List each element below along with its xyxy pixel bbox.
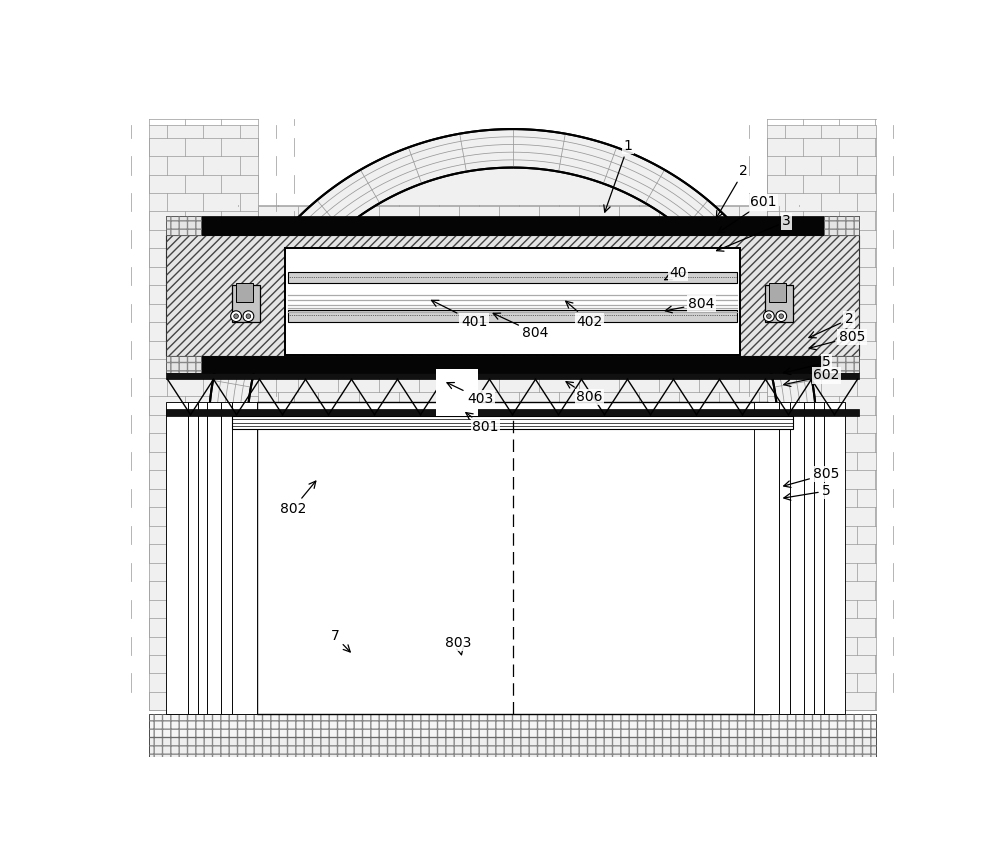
Bar — [824, 216, 859, 236]
Bar — [149, 125, 258, 711]
Bar — [824, 357, 859, 373]
Circle shape — [231, 311, 241, 322]
Text: 401: 401 — [432, 300, 487, 328]
Bar — [232, 402, 257, 714]
Bar — [285, 248, 740, 355]
Bar — [288, 271, 737, 283]
Bar — [765, 284, 793, 322]
Bar — [166, 373, 859, 380]
Bar — [166, 402, 188, 714]
Bar — [824, 216, 859, 236]
Bar — [149, 737, 876, 757]
Text: 805: 805 — [784, 467, 840, 488]
Text: 402: 402 — [566, 301, 603, 328]
Text: 602: 602 — [784, 368, 840, 386]
Bar — [258, 206, 767, 433]
Bar — [166, 357, 201, 373]
Text: 801: 801 — [466, 413, 499, 434]
Bar — [285, 248, 740, 355]
Text: 804: 804 — [665, 297, 714, 313]
Text: 2: 2 — [716, 164, 748, 218]
Text: 805: 805 — [809, 330, 865, 350]
Bar — [166, 357, 201, 373]
Bar — [767, 125, 876, 711]
Text: 40: 40 — [665, 266, 687, 280]
Circle shape — [767, 314, 771, 318]
Bar — [221, 402, 232, 714]
Bar — [288, 310, 737, 322]
Text: 803: 803 — [445, 636, 472, 654]
Bar — [232, 415, 793, 430]
Bar — [804, 402, 814, 714]
Text: 403: 403 — [447, 383, 493, 406]
Text: 7: 7 — [331, 630, 350, 652]
Circle shape — [246, 314, 251, 318]
Text: 2: 2 — [809, 312, 853, 338]
Bar — [166, 236, 859, 357]
Text: 1: 1 — [604, 139, 632, 212]
Bar — [149, 714, 876, 737]
Circle shape — [776, 311, 787, 322]
Text: 806: 806 — [566, 381, 603, 404]
Bar — [779, 402, 790, 714]
Bar — [824, 357, 859, 373]
Bar — [257, 402, 768, 714]
Bar — [207, 402, 221, 714]
Text: 601: 601 — [718, 195, 777, 233]
Text: 802: 802 — [280, 481, 316, 516]
Bar — [149, 737, 876, 757]
Bar — [149, 714, 876, 737]
Bar — [166, 236, 859, 357]
Bar — [166, 357, 859, 373]
Bar — [790, 402, 804, 714]
Text: 5: 5 — [784, 356, 831, 374]
Bar — [236, 283, 253, 302]
Bar — [166, 216, 201, 236]
Circle shape — [779, 314, 784, 318]
Text: 804: 804 — [493, 313, 549, 340]
Bar — [198, 402, 207, 714]
Text: 5: 5 — [784, 484, 831, 500]
Bar — [754, 402, 779, 714]
Bar — [232, 284, 260, 322]
Bar — [436, 369, 478, 415]
Polygon shape — [208, 129, 817, 433]
Text: 3: 3 — [717, 214, 791, 251]
Bar — [188, 402, 198, 714]
Bar — [824, 402, 845, 714]
Bar — [258, 206, 767, 433]
Bar — [166, 409, 859, 415]
Bar — [769, 283, 786, 302]
Polygon shape — [247, 168, 778, 433]
Bar — [814, 402, 824, 714]
Circle shape — [243, 311, 254, 322]
Circle shape — [234, 314, 238, 318]
Bar — [166, 216, 201, 236]
Bar — [166, 216, 859, 236]
Circle shape — [764, 311, 774, 322]
